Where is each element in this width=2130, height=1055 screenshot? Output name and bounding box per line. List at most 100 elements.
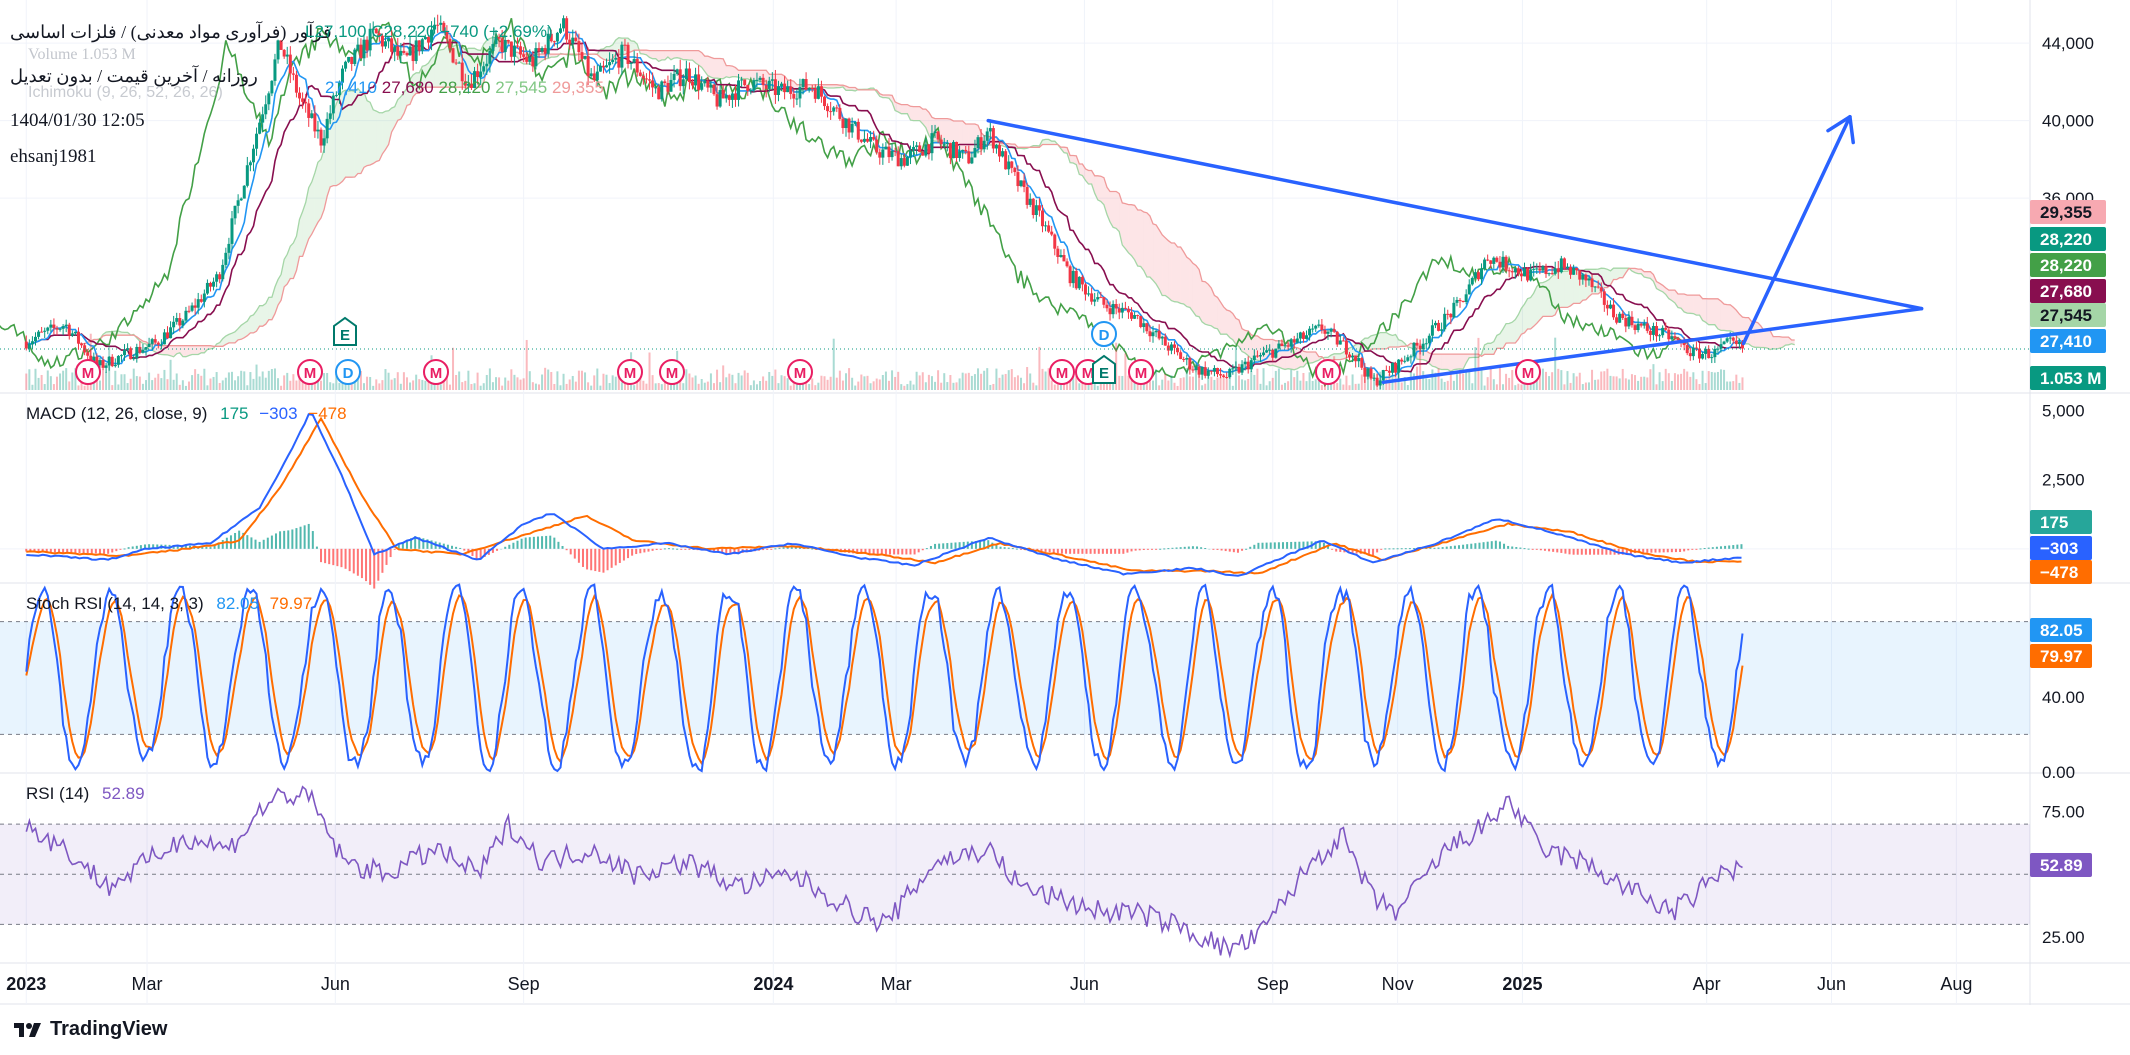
volume-bar — [258, 376, 261, 390]
macd-hist-bar — [274, 533, 277, 549]
cloud-segment — [661, 50, 665, 60]
candle-body — [150, 339, 154, 344]
macd-hist-bar — [1236, 548, 1239, 553]
cloud-segment — [468, 48, 472, 88]
macd-hist-bar — [1650, 548, 1653, 553]
cloud-segment — [898, 103, 902, 114]
candle-body — [770, 79, 774, 81]
volume-bar — [556, 371, 559, 390]
volume-bar — [1056, 382, 1059, 390]
volume-bar — [402, 372, 405, 390]
candle-body — [1341, 340, 1345, 342]
macd-hist-bar — [1478, 542, 1481, 549]
macd-hist-bar — [958, 542, 961, 549]
cloud-segment — [1757, 322, 1761, 348]
volume-bar — [771, 375, 774, 390]
candle-body — [1722, 341, 1726, 345]
candle-body — [110, 356, 114, 367]
volume-bar — [1167, 380, 1170, 390]
volume-bar — [1363, 376, 1366, 390]
volume-bar — [528, 371, 531, 390]
volume-bar — [1578, 372, 1581, 390]
candle-body — [162, 332, 166, 345]
volume-bar — [986, 368, 989, 390]
macd-hist-bar — [1408, 548, 1411, 550]
macd-hist-bar — [688, 548, 691, 550]
volume-bar — [154, 377, 157, 390]
candle-body — [684, 68, 688, 80]
macd-hist-bar — [1433, 547, 1436, 549]
macd-hist-bar — [45, 548, 48, 553]
candle-body — [638, 72, 642, 76]
volume-bar — [832, 338, 835, 390]
macd-hist-bar — [1105, 548, 1108, 554]
macd-hist-bar — [778, 547, 781, 549]
time-tick-label: Jun — [1817, 974, 1846, 994]
candle-body — [193, 305, 197, 308]
candle-body — [1093, 299, 1097, 302]
volume-bar — [1274, 370, 1277, 390]
macd-hist-bar — [905, 548, 908, 555]
macd-hist-bar — [1462, 544, 1465, 549]
cloud-segment — [124, 332, 128, 336]
volume-bar — [700, 379, 703, 390]
candle-body — [301, 98, 305, 102]
meeting-marker — [659, 359, 685, 385]
cloud-segment — [336, 97, 340, 186]
candle-body — [285, 54, 289, 57]
tradingview-logo[interactable]: TradingView — [14, 1018, 167, 1041]
candle-body — [1197, 366, 1201, 375]
cloud-segment — [683, 50, 687, 60]
volume-bar — [246, 385, 249, 390]
volume-bar — [510, 369, 513, 390]
candle-body — [1618, 313, 1622, 323]
volume-bar — [642, 380, 645, 390]
candle-body — [890, 150, 894, 158]
volume-bar — [206, 385, 209, 390]
volume-bar — [28, 369, 31, 390]
candle-body — [199, 299, 203, 302]
candle-body — [1464, 294, 1468, 303]
candle-body — [506, 40, 510, 42]
macd-hist-bar — [569, 548, 572, 555]
volume-bar — [633, 385, 636, 390]
candle-body — [402, 50, 406, 53]
volume-bar — [74, 368, 77, 390]
meeting-marker — [1128, 359, 1154, 385]
candle-body — [1615, 317, 1619, 323]
macd-hist-bar — [1110, 548, 1113, 554]
macd-hist-bar — [1126, 548, 1129, 553]
cloud-segment — [1076, 155, 1080, 175]
candle-body — [52, 324, 56, 329]
candle-body — [1194, 366, 1198, 371]
candle-body — [841, 118, 845, 129]
volume-bar — [682, 383, 685, 390]
candle-body — [463, 81, 467, 86]
ichimoku-lagging-value: 28,220 — [438, 78, 491, 97]
candle-body — [1642, 323, 1646, 326]
candle-body — [70, 333, 74, 336]
volume-bar — [1634, 375, 1637, 390]
candle-body — [789, 86, 793, 94]
cloud-segment — [1146, 212, 1150, 277]
macd-hist-bar — [721, 548, 724, 554]
candle-body — [221, 264, 225, 280]
candle-body — [433, 24, 437, 30]
candle-body — [1105, 304, 1109, 309]
cloud-segment — [895, 101, 899, 112]
volume-bar — [688, 373, 691, 390]
candle-body — [1249, 360, 1253, 370]
macd-hist-bar — [365, 548, 368, 582]
candle-body — [912, 146, 916, 151]
macd-hist-bar — [942, 543, 945, 549]
candle-body — [629, 62, 633, 64]
macd-hist-bar — [1015, 548, 1018, 550]
candle-body — [473, 71, 477, 88]
candle-body — [328, 113, 332, 119]
candle-body — [304, 101, 308, 104]
rsi-badge — [2030, 853, 2092, 877]
macd-hist-bar — [610, 548, 613, 568]
macd-hist-bar — [1445, 546, 1448, 549]
volume-bar — [347, 380, 350, 390]
